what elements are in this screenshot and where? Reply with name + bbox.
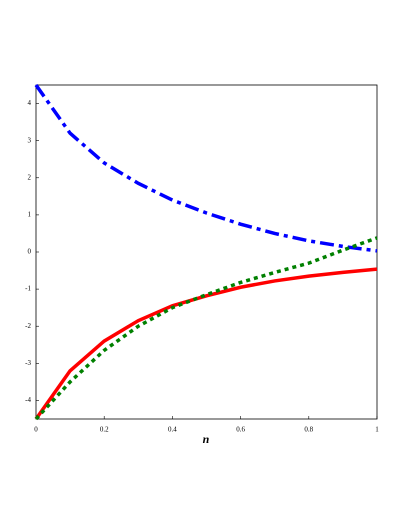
y-tick-label: 0 (28, 248, 32, 256)
y-tick-label: 1 (28, 210, 32, 218)
x-tick-label: 0.4 (168, 426, 177, 434)
y-tick-label: 4 (28, 99, 32, 107)
x-tick-label: 0.2 (100, 426, 109, 434)
y-tick-label: -1 (25, 285, 31, 293)
line-series (34, 267, 378, 421)
line-series (34, 83, 378, 253)
y-tick-label: -2 (25, 322, 31, 330)
x-tick-label: 0 (34, 426, 38, 434)
y-tick-label: 2 (28, 173, 32, 181)
y-tick-label: -3 (25, 359, 31, 367)
x-tick-label: 0.8 (304, 426, 313, 434)
x-axis-label: n (203, 432, 210, 446)
y-tick-label: 3 (28, 136, 32, 144)
line-series (34, 236, 378, 421)
x-tick-label: 0.6 (236, 426, 245, 434)
x-tick-label: 1 (375, 426, 379, 434)
plot-frame (35, 84, 378, 420)
y-tick-label: -4 (25, 396, 31, 404)
